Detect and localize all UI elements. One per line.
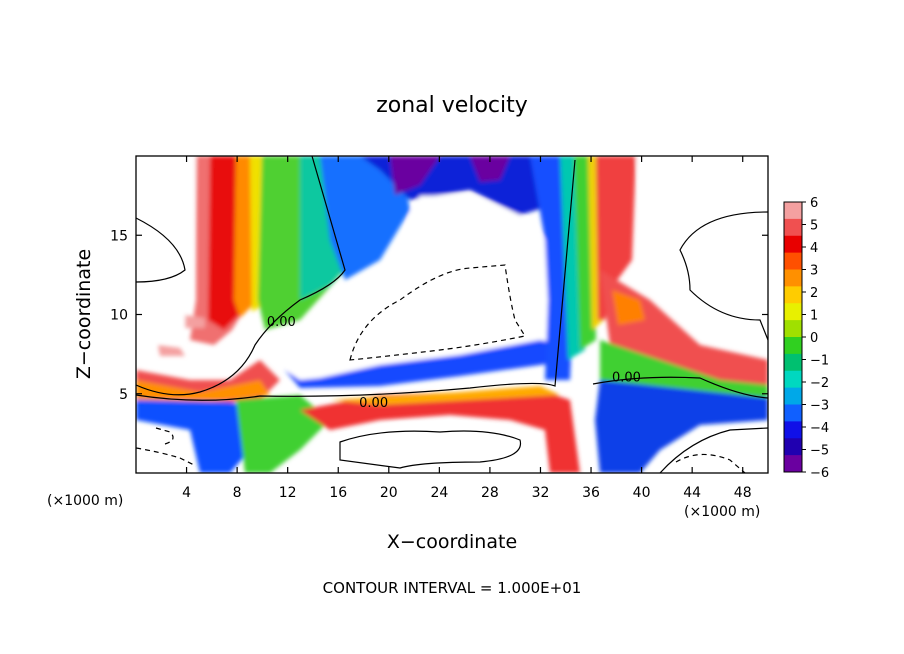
x-tick-label: 12 bbox=[279, 485, 297, 501]
x-unit-label-right: (×1000 m) bbox=[684, 504, 760, 520]
dashed-contour-upper bbox=[349, 264, 526, 361]
field-right-blue-lower bbox=[595, 380, 768, 473]
colorbar-tick-label: −4 bbox=[810, 421, 829, 436]
colorbar-swatch bbox=[784, 404, 802, 422]
x-unit-label-left: (×1000 m) bbox=[47, 493, 123, 509]
colorbar-swatch bbox=[784, 235, 802, 254]
contour-lines bbox=[136, 156, 768, 473]
colorbar-tick-label: 6 bbox=[810, 196, 818, 211]
field-band-top-purple bbox=[390, 156, 440, 195]
dashed-contour-lower-left bbox=[136, 447, 197, 467]
colorbar-swatch bbox=[784, 438, 802, 456]
chart-title: zonal velocity bbox=[376, 93, 528, 118]
colorbar-swatch bbox=[784, 337, 802, 355]
colorbar-tick-label: −6 bbox=[810, 466, 829, 481]
thin-contour-upper-left bbox=[136, 217, 186, 283]
y-tick-label: 5 bbox=[119, 387, 128, 403]
dashed-contour-lower-right bbox=[675, 453, 746, 473]
field-left-lower-green bbox=[236, 395, 330, 473]
x-tick-label: 8 bbox=[233, 485, 242, 501]
zero-contour-main bbox=[136, 156, 346, 396]
dashed-contour-lower-left-2 bbox=[155, 427, 174, 445]
field-left-lower-blue bbox=[136, 400, 260, 473]
x-tick-label: 16 bbox=[329, 485, 347, 501]
colorbar-swatch bbox=[784, 252, 802, 270]
field-pink-spot bbox=[158, 345, 185, 356]
field-left-lower-orange bbox=[136, 380, 270, 402]
x-tick-label: 32 bbox=[532, 485, 550, 501]
colorbar-swatch bbox=[784, 286, 802, 304]
x-tick-label: 24 bbox=[430, 485, 448, 501]
colorbar-swatch bbox=[784, 455, 802, 473]
x-tick-label: 20 bbox=[380, 485, 398, 501]
field-bottom-orange-arc bbox=[330, 386, 560, 405]
field-band-top-purple-2 bbox=[470, 156, 510, 182]
colorbar-swatch bbox=[784, 269, 802, 287]
colorbar-tick-label: 4 bbox=[810, 241, 818, 256]
contour-interval-note: CONTOUR INTERVAL = 1.000E+01 bbox=[323, 579, 582, 597]
contour-label: 0.00 bbox=[359, 396, 388, 411]
colorbar-tick-label: −1 bbox=[810, 354, 829, 369]
x-tick-label: 4 bbox=[182, 485, 191, 501]
field-right-orange-blob bbox=[612, 290, 645, 325]
colorbar-tick-label: 5 bbox=[810, 219, 818, 234]
y-axis: 5 10 15 bbox=[110, 228, 768, 403]
velocity-field bbox=[136, 156, 768, 473]
y-axis-title: Z−coordinate bbox=[73, 249, 95, 379]
field-left-white bbox=[136, 156, 196, 345]
field-band-blue-left bbox=[320, 156, 410, 280]
colorbar-swatch bbox=[784, 218, 802, 237]
colorbar-swatch bbox=[784, 202, 802, 220]
colorbar-tick-label: 3 bbox=[810, 264, 818, 279]
x-tick-label: 36 bbox=[582, 485, 600, 501]
colorbar-swatch bbox=[784, 421, 802, 439]
x-axis-title: X−coordinate bbox=[387, 531, 517, 553]
colorbar-swatch bbox=[784, 370, 802, 389]
field-right-white bbox=[636, 156, 768, 340]
colorbar: 6 5 4 3 2 1 0 −1 −2 −3 −4 −5 −6 bbox=[783, 196, 829, 481]
colorbar-tick-label: −5 bbox=[810, 444, 829, 459]
y-tick-label: 10 bbox=[110, 308, 128, 324]
colorbar-swatch bbox=[784, 320, 802, 338]
colorbar-tick-label: −2 bbox=[810, 376, 829, 391]
colorbar-swatch bbox=[784, 303, 802, 321]
field-band-diagonal-blue bbox=[285, 340, 580, 388]
contour-labels: 0.00 0.00 0.00 bbox=[267, 315, 641, 411]
x-tick-label: 44 bbox=[683, 485, 701, 501]
field-band-teal bbox=[300, 156, 348, 300]
thin-contour-lower bbox=[339, 430, 522, 469]
field-bottom-red-arc bbox=[300, 390, 580, 473]
colorbar-tick-label: 1 bbox=[810, 309, 818, 324]
contour-label: 0.00 bbox=[267, 315, 296, 330]
colorbar-swatch bbox=[784, 353, 802, 372]
x-tick-label: 28 bbox=[481, 485, 499, 501]
thin-contour-lower-right bbox=[659, 427, 768, 473]
x-tick-label: 40 bbox=[633, 485, 651, 501]
x-tick-label: 48 bbox=[734, 485, 752, 501]
contour-label: 0.00 bbox=[612, 370, 641, 385]
colorbar-tick-label: −3 bbox=[810, 399, 829, 414]
colorbar-tick-label: 2 bbox=[810, 286, 818, 301]
colorbar-swatch bbox=[784, 387, 802, 405]
y-tick-label: 15 bbox=[110, 228, 128, 244]
field-pink-spot-2 bbox=[185, 315, 205, 328]
field-white-upper bbox=[290, 195, 556, 380]
thin-contour-upper-right bbox=[679, 211, 768, 341]
x-axis: 4 8 12 16 20 24 28 32 36 40 44 48 bbox=[182, 156, 752, 501]
colorbar-tick-label: 0 bbox=[810, 331, 818, 346]
zero-contour-right bbox=[592, 376, 768, 399]
zero-contour-lower bbox=[136, 159, 576, 401]
